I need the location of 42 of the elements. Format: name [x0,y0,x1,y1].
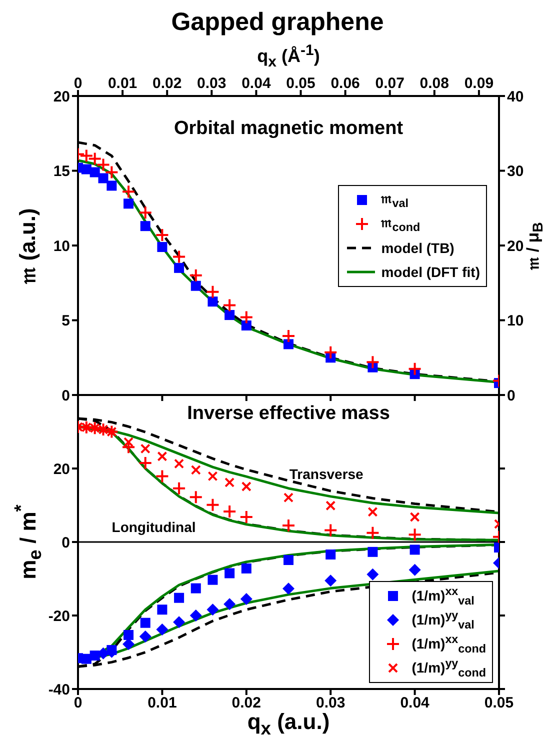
x2-tick-label: 0.05 [286,75,316,92]
y2-tick-label: 20 [507,238,524,255]
y-tick-label: -40 [48,681,70,698]
chart-title: Inverse effective mass [186,403,391,425]
x-tick-label: 0.02 [232,694,261,712]
x-tick-label: 0.05 [484,694,514,712]
y-tick-label: 20 [53,460,70,478]
x2-tick-label: 0.06 [330,75,360,92]
x-tick-label: 0 [74,694,82,712]
x2-axis-title: q$_{x}$ (Å$^{-1}$) [256,42,321,71]
x-tick-label: 0.04 [400,694,430,712]
y2-tick-label: 40 [507,88,524,106]
y-tick-label: 10 [53,238,70,255]
y-tick-label: -20 [48,608,70,625]
x2-tick-label: 0.01 [108,75,138,92]
text: Orbital magnetic moment [172,118,404,140]
y-tick-label: 5 [62,312,70,330]
y2-tick-label: 30 [507,163,524,180]
y-tick-label: 20 [53,88,70,106]
x2-tick-label: 0.08 [420,75,450,92]
y2-tick-label: 10 [507,312,524,330]
x-tick-label: 0.01 [148,694,177,712]
annotation: Longitudinal [112,519,196,536]
x2-tick-label: 0 [74,75,82,92]
y2-tick-label: 0 [507,387,516,404]
legend-label: 𝔪$_{cond}$ [381,214,420,234]
x2-tick-label: 0.02 [152,75,182,92]
chart-title: Gapped graphene [170,8,385,37]
y-tick-label: 15 [53,163,70,180]
x-tick-label: 0.03 [316,694,346,712]
x2-tick-label: 0.07 [375,75,404,92]
x2-tick-label: 0.09 [464,75,494,92]
legend-label: model (DFT fit) [381,264,480,280]
annotation: Transverse [289,466,364,482]
y-tick-label: 0 [62,534,70,552]
y-axis-title: 𝔪 (a.u.) [15,208,41,284]
x-axis-title: q$_{x}$ (a.u.) [247,709,330,738]
legend-label: model (TB) [381,240,454,256]
y-tick-label: 0 [62,387,70,404]
legend-label: 𝔪$_{val}$ [381,190,408,210]
x2-tick-label: 0.03 [197,75,226,92]
x2-tick-label: 0.04 [242,75,272,92]
